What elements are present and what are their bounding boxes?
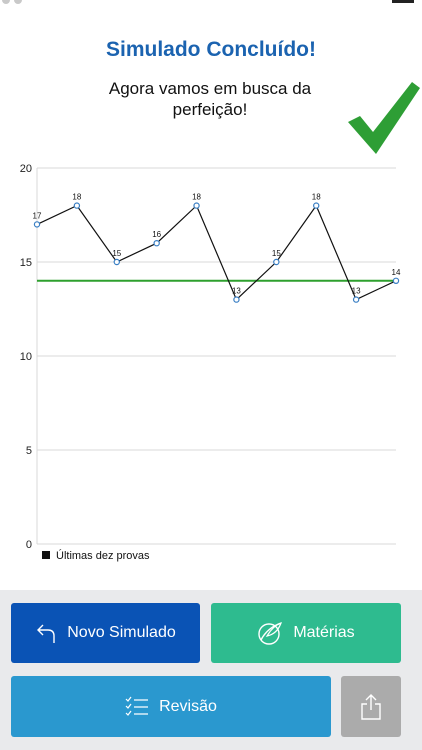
data-label: 18: [72, 193, 81, 202]
new-exam-label: Novo Simulado: [67, 624, 176, 641]
globe-leaf-icon: [258, 621, 283, 645]
new-exam-button[interactable]: Novo Simulado: [11, 603, 200, 663]
review-button[interactable]: Revisão: [11, 676, 331, 737]
data-label: 15: [112, 249, 121, 258]
y-tick-label: 0: [26, 539, 32, 551]
battery-icon: [392, 0, 414, 3]
data-point: [352, 296, 360, 303]
y-tick-label: 10: [20, 351, 32, 363]
data-point: [193, 202, 200, 209]
undo-arrow-icon: [37, 624, 55, 643]
y-tick-label: 5: [26, 445, 32, 457]
data-point: [73, 202, 81, 209]
page-subtitle: Agora vamos em busca da perfeição!: [108, 79, 312, 119]
checklist-icon: [125, 696, 149, 716]
data-point: [233, 296, 240, 303]
data-label: 17: [33, 211, 42, 220]
status-indicator: [14, 0, 22, 4]
status-indicator: [2, 0, 10, 4]
review-label: Revisão: [159, 697, 217, 715]
subjects-label: Matérias: [293, 624, 355, 641]
data-point: [33, 221, 41, 228]
data-label: 14: [392, 268, 401, 277]
data-label: 13: [232, 287, 241, 296]
data-point: [392, 277, 400, 285]
subjects-button[interactable]: Matérias: [211, 603, 401, 663]
status-bar: [0, 0, 422, 6]
legend-label: Últimas dez provas: [56, 549, 150, 562]
y-tick-label: 15: [20, 257, 32, 269]
y-tick-label: 20: [20, 163, 32, 175]
data-label: 18: [192, 193, 201, 202]
data-point: [153, 239, 160, 247]
share-button[interactable]: [341, 676, 401, 737]
data-label: 16: [152, 230, 161, 239]
page-title: Simulado Concluído!: [106, 38, 316, 61]
data-point: [313, 202, 320, 209]
score-chart: 0 5 10 15 20 17 18 15 16 18 13 15 18 13 14 Últimas dez …: [20, 163, 401, 562]
data-point: [113, 258, 120, 266]
data-point: [273, 258, 280, 266]
data-label: 13: [352, 287, 361, 296]
checkmark-icon: [348, 82, 420, 154]
data-label: 15: [272, 249, 281, 258]
share-icon: [361, 693, 381, 720]
series-line: [36, 204, 397, 301]
legend-marker: [42, 551, 50, 559]
data-label: 18: [312, 193, 321, 202]
